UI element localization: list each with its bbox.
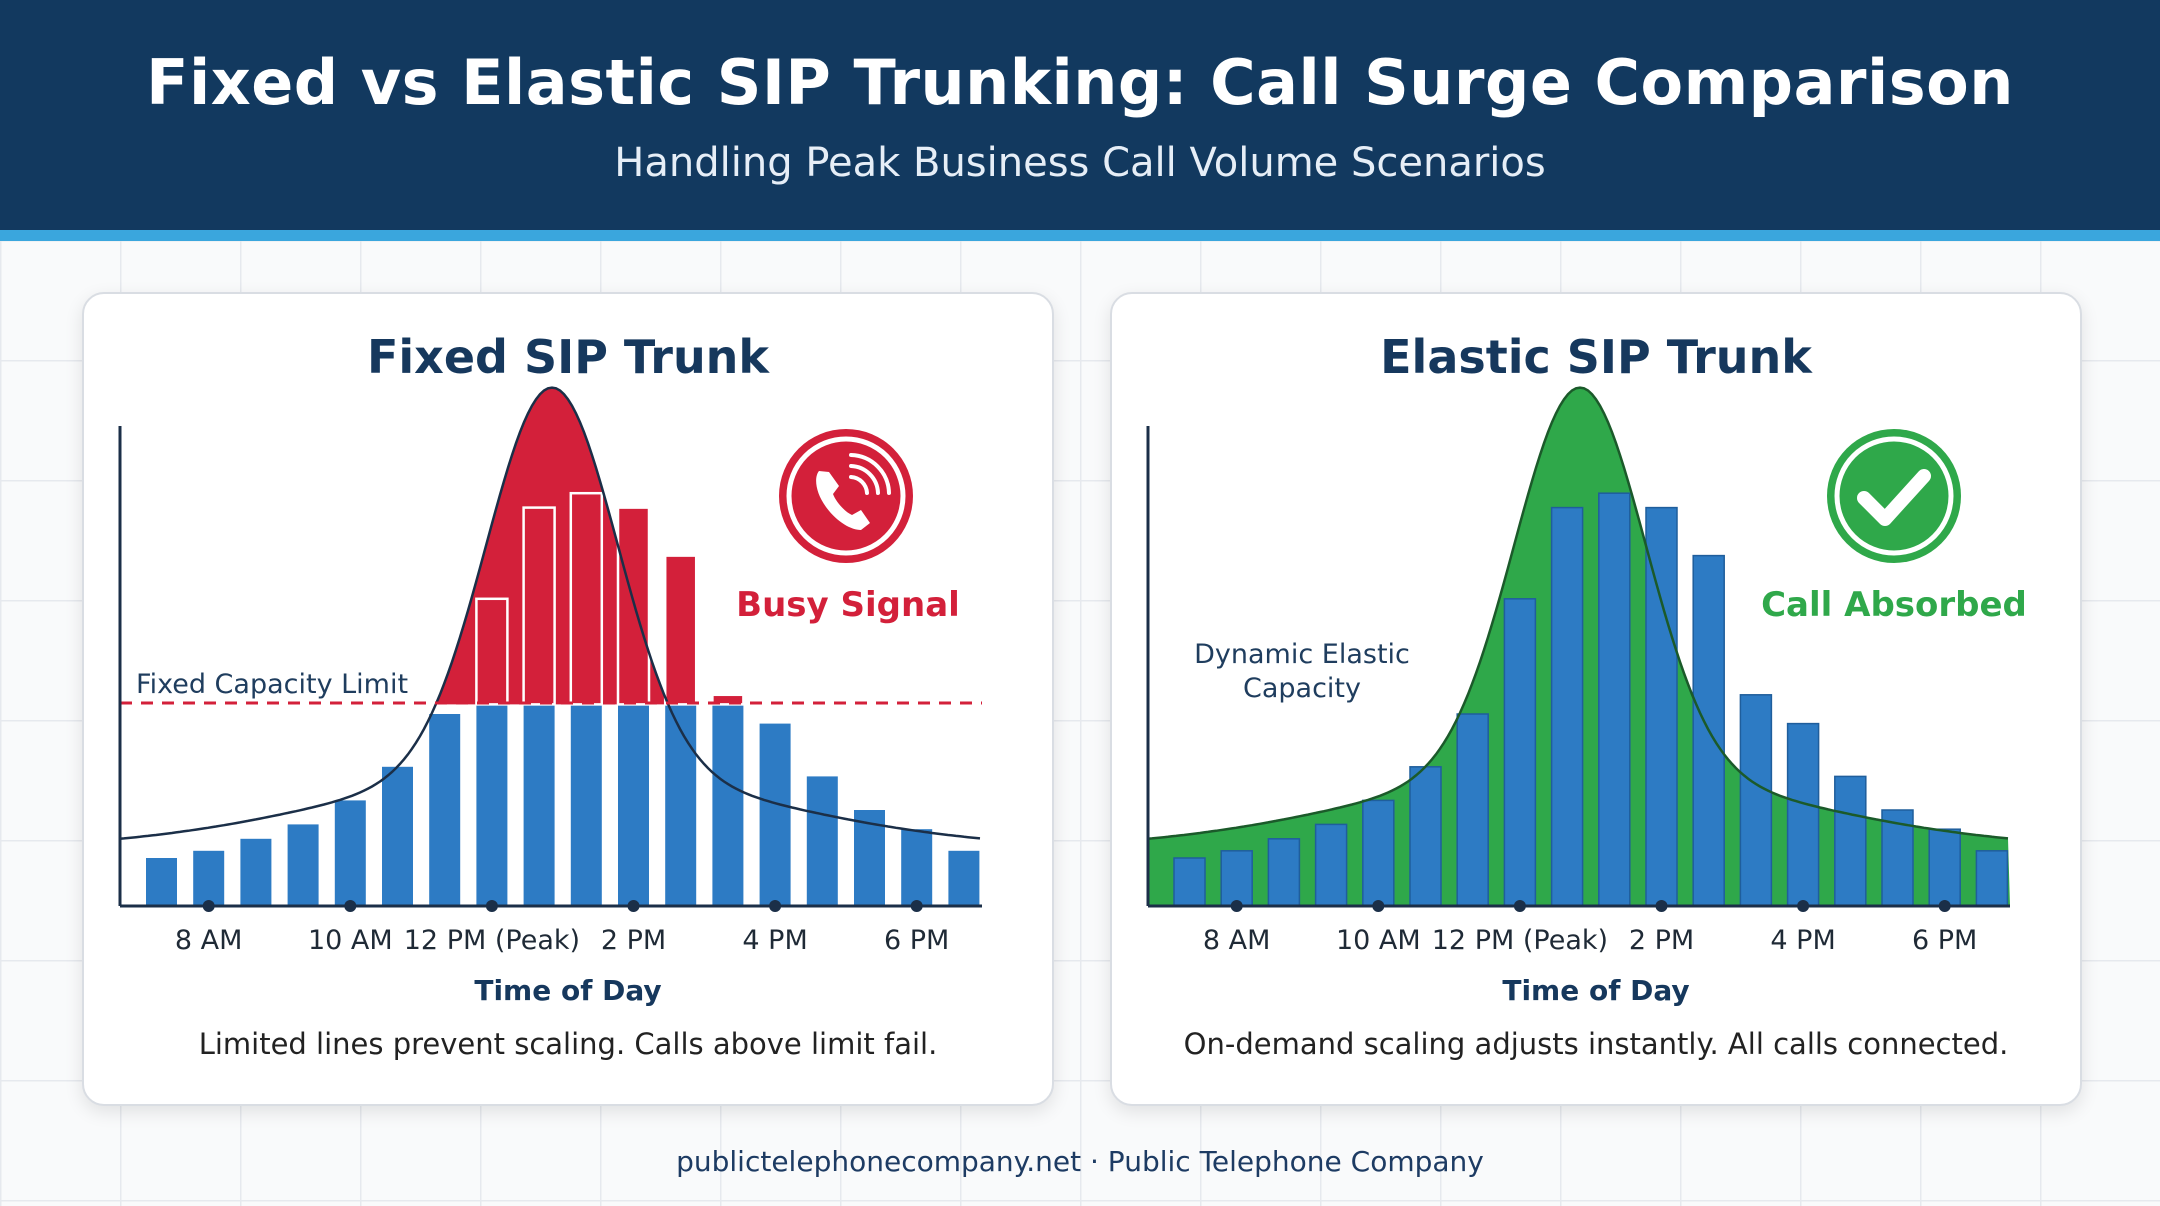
capacity-label-line-1: Dynamic Elastic <box>1194 639 1410 670</box>
bar <box>665 704 697 906</box>
bar <box>1314 823 1348 907</box>
bar <box>1975 850 2009 907</box>
check-icon <box>1827 429 1961 563</box>
bar <box>1786 722 1820 907</box>
bar <box>1503 598 1537 907</box>
x-axis-title: Time of Day <box>474 974 661 1007</box>
bar <box>287 824 319 906</box>
overflow-bar <box>475 597 509 706</box>
busy-signal-label: Busy Signal <box>736 585 960 625</box>
x-tick-dot <box>1655 900 1668 912</box>
overflow-bar-outline-group <box>475 491 745 706</box>
elastic-panel-title: Elastic SIP Trunk <box>1380 330 1812 384</box>
bar <box>1645 506 1678 907</box>
bar <box>712 704 744 906</box>
x-tick-label: 12 PM (Peak) <box>404 925 580 956</box>
bar <box>1739 694 1773 907</box>
fixed-panel-caption: Limited lines prevent scaling. Calls abo… <box>198 1027 938 1061</box>
elastic-chart: Dynamic Elastic Capacity 8 AM 10 AM 12 PM … <box>1146 386 2027 1007</box>
x-tick-label: 12 PM (Peak) <box>1432 925 1608 956</box>
bar-group <box>146 704 980 906</box>
x-tick-group: 8 AM 10 AM 12 PM (Peak) 2 PM 4 PM 6 PM <box>1203 900 1977 956</box>
bar <box>1598 492 1631 907</box>
bar <box>429 714 461 906</box>
bar <box>948 850 980 906</box>
bar <box>240 838 272 906</box>
bar <box>146 858 177 906</box>
footer-credit: publictelephonecompany.net · Public Tele… <box>676 1145 1484 1178</box>
x-tick-label: 4 PM <box>1770 925 1835 956</box>
fixed-panel-title: Fixed SIP Trunk <box>366 330 770 384</box>
x-tick-group: 8 AM 10 AM 12 PM (Peak) 2 PM 4 PM 6 PM <box>175 900 949 956</box>
capacity-label-line-2: Capacity <box>1243 673 1361 704</box>
overflow-bar <box>663 554 698 706</box>
bar <box>1550 506 1584 907</box>
page-title: Fixed vs Elastic SIP Trunking: Call Surg… <box>146 46 2014 119</box>
overflow-bar <box>522 506 556 706</box>
x-tick-label: 2 PM <box>1629 925 1694 956</box>
bar <box>1173 857 1206 907</box>
x-tick-label: 8 AM <box>1203 925 1271 956</box>
x-tick-label: 8 AM <box>175 925 243 956</box>
x-tick-dot <box>1372 900 1385 912</box>
bar <box>523 704 555 906</box>
x-tick-label: 2 PM <box>601 925 666 956</box>
bar <box>1220 850 1253 907</box>
bar <box>759 723 791 906</box>
x-tick-dot <box>910 900 923 912</box>
x-tick-dot <box>1513 900 1526 912</box>
elastic-panel-caption: On-demand scaling adjusts instantly. All… <box>1183 1027 2009 1061</box>
bar <box>901 829 933 906</box>
x-tick-label: 4 PM <box>742 925 807 956</box>
bar <box>1834 775 1867 907</box>
capacity-limit-label: Fixed Capacity Limit <box>136 669 408 700</box>
overflow-bar <box>711 693 745 706</box>
x-tick-dot <box>485 900 498 912</box>
x-tick-dot <box>769 900 782 912</box>
bar-group <box>1173 492 2009 907</box>
phone-ringing-icon <box>779 429 913 563</box>
x-axis-title: Time of Day <box>1502 974 1689 1007</box>
x-tick-label: 10 AM <box>308 925 393 956</box>
fixed-trunk-panel: Fixed SIP Trunk Fixed Capacity Limit 8 A… <box>82 292 1054 1106</box>
bar <box>1456 713 1489 907</box>
x-tick-dot <box>344 900 357 912</box>
bar <box>570 704 602 906</box>
x-tick-label: 10 AM <box>1336 925 1421 956</box>
x-tick-dot <box>1938 900 1951 912</box>
x-tick-label: 6 PM <box>1912 925 1977 956</box>
header-banner: Fixed vs Elastic SIP Trunking: Call Surg… <box>0 0 2160 241</box>
x-tick-dot <box>202 900 215 912</box>
bar <box>618 704 649 906</box>
bar <box>1267 838 1301 907</box>
bar <box>806 776 838 906</box>
bar <box>334 800 366 906</box>
bar <box>1928 828 1961 907</box>
call-absorbed-label: Call Absorbed <box>1761 585 2027 625</box>
fixed-chart: Fixed Capacity Limit 8 AM 10 AM 12 PM (Pea… <box>118 386 982 1007</box>
x-tick-dot <box>1797 900 1810 912</box>
elastic-trunk-panel: Elastic SIP Trunk Dynamic Elastic Capaci… <box>1110 292 2082 1106</box>
page-subtitle: Handling Peak Business Call Volume Scena… <box>614 140 1546 186</box>
bar <box>476 704 508 906</box>
bar <box>193 850 225 906</box>
demand-curve <box>119 386 981 840</box>
overflow-bar <box>569 491 604 706</box>
x-tick-label: 6 PM <box>884 925 949 956</box>
bar <box>382 766 413 906</box>
x-tick-dot <box>627 900 640 912</box>
bar <box>1409 766 1442 907</box>
elastic-capacity-curve <box>1147 386 2009 840</box>
x-tick-dot <box>1230 900 1243 912</box>
bar <box>1362 799 1395 907</box>
